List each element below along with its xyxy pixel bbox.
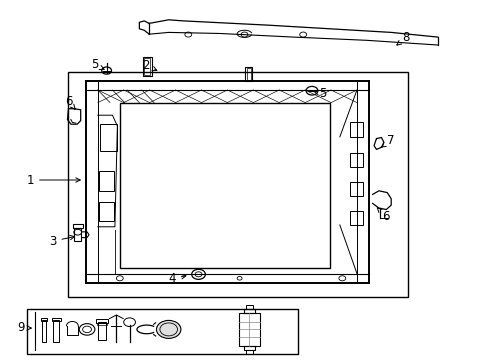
Bar — [120, 103, 329, 268]
Bar — [97, 323, 106, 325]
Bar — [244, 309, 254, 313]
Bar — [245, 350, 252, 354]
Bar — [96, 319, 107, 323]
Bar — [99, 202, 114, 221]
Bar — [99, 171, 114, 191]
Text: 5: 5 — [313, 87, 326, 100]
Text: 8: 8 — [396, 31, 409, 45]
Bar — [349, 122, 363, 137]
Text: 4: 4 — [168, 272, 185, 285]
Bar — [349, 153, 363, 167]
Bar — [349, 211, 363, 225]
Bar — [52, 318, 61, 321]
Text: 1: 1 — [26, 174, 80, 186]
Text: 7: 7 — [381, 134, 394, 147]
Bar — [98, 322, 105, 340]
Text: 6: 6 — [64, 95, 75, 109]
Bar — [142, 57, 151, 76]
Bar — [246, 68, 250, 80]
Bar — [53, 320, 59, 342]
Bar — [349, 182, 363, 196]
Bar — [68, 72, 407, 297]
Bar — [74, 228, 81, 241]
Bar — [73, 224, 82, 228]
Bar — [42, 320, 46, 342]
Bar — [27, 309, 298, 354]
Bar — [238, 313, 260, 346]
Text: 9: 9 — [17, 321, 31, 334]
Bar — [144, 58, 150, 75]
Text: 2: 2 — [142, 59, 157, 72]
Bar — [100, 124, 117, 151]
Text: 3: 3 — [49, 235, 74, 248]
Text: 6: 6 — [377, 208, 389, 223]
Bar — [245, 67, 252, 81]
Bar — [41, 318, 47, 321]
Bar — [244, 346, 254, 350]
Text: 5: 5 — [90, 58, 104, 71]
Bar — [245, 305, 252, 309]
Circle shape — [156, 320, 181, 338]
